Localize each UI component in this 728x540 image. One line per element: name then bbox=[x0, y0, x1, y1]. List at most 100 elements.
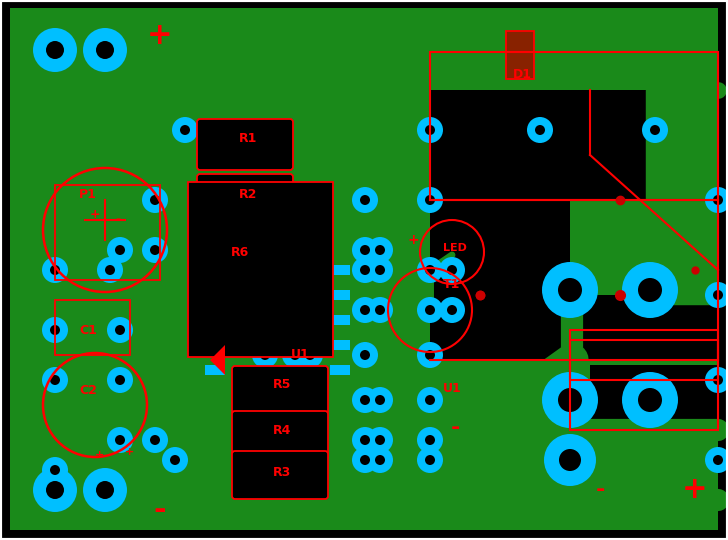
Circle shape bbox=[425, 195, 435, 205]
Circle shape bbox=[107, 237, 133, 263]
Circle shape bbox=[425, 125, 435, 135]
Circle shape bbox=[150, 435, 160, 445]
Circle shape bbox=[297, 342, 323, 368]
Circle shape bbox=[642, 117, 668, 143]
FancyBboxPatch shape bbox=[232, 411, 328, 459]
Bar bbox=[205, 340, 225, 350]
Text: -: - bbox=[116, 213, 121, 226]
Bar bbox=[330, 365, 350, 375]
Text: R6: R6 bbox=[231, 246, 249, 260]
Bar bbox=[430, 90, 718, 200]
Circle shape bbox=[360, 195, 370, 205]
Bar bbox=[570, 340, 718, 430]
Circle shape bbox=[50, 485, 60, 495]
Text: U1: U1 bbox=[290, 348, 309, 361]
Circle shape bbox=[290, 395, 300, 405]
FancyBboxPatch shape bbox=[192, 229, 298, 280]
Text: +: + bbox=[125, 447, 135, 457]
Circle shape bbox=[417, 297, 443, 323]
Circle shape bbox=[142, 187, 168, 213]
Circle shape bbox=[417, 447, 443, 473]
Polygon shape bbox=[210, 345, 225, 375]
Circle shape bbox=[282, 297, 308, 323]
Bar bbox=[330, 340, 350, 350]
Circle shape bbox=[425, 455, 435, 465]
Circle shape bbox=[83, 468, 127, 512]
Circle shape bbox=[252, 387, 278, 413]
Circle shape bbox=[297, 257, 323, 283]
Circle shape bbox=[46, 41, 64, 59]
Circle shape bbox=[260, 195, 270, 205]
Circle shape bbox=[375, 395, 385, 405]
Bar bbox=[330, 315, 350, 325]
Circle shape bbox=[360, 455, 370, 465]
Circle shape bbox=[367, 237, 393, 263]
Circle shape bbox=[375, 435, 385, 445]
Circle shape bbox=[92, 477, 118, 503]
Text: +: + bbox=[147, 21, 173, 50]
Circle shape bbox=[425, 265, 435, 275]
Circle shape bbox=[375, 455, 385, 465]
Circle shape bbox=[447, 305, 457, 315]
Text: R2: R2 bbox=[239, 188, 257, 201]
Text: T1: T1 bbox=[443, 279, 461, 292]
Circle shape bbox=[115, 435, 125, 445]
Text: R1: R1 bbox=[239, 132, 257, 145]
Circle shape bbox=[705, 282, 728, 308]
Circle shape bbox=[375, 265, 385, 275]
Circle shape bbox=[290, 265, 300, 275]
FancyBboxPatch shape bbox=[197, 119, 293, 170]
Bar bbox=[430, 52, 718, 200]
Circle shape bbox=[417, 117, 443, 143]
Circle shape bbox=[100, 485, 110, 495]
Bar bbox=[570, 295, 718, 530]
Circle shape bbox=[425, 395, 435, 405]
Text: +: + bbox=[407, 233, 419, 247]
Circle shape bbox=[705, 447, 728, 473]
Circle shape bbox=[705, 187, 728, 213]
Bar bbox=[330, 265, 350, 275]
Circle shape bbox=[170, 455, 180, 465]
Circle shape bbox=[290, 435, 300, 445]
Circle shape bbox=[559, 449, 581, 471]
Circle shape bbox=[96, 41, 114, 59]
Circle shape bbox=[360, 245, 370, 255]
Circle shape bbox=[713, 195, 723, 205]
Text: D1: D1 bbox=[513, 69, 531, 82]
Circle shape bbox=[252, 237, 278, 263]
Circle shape bbox=[544, 434, 596, 486]
Bar bbox=[205, 265, 225, 275]
Bar bbox=[570, 295, 680, 360]
Text: C1: C1 bbox=[79, 323, 97, 336]
Circle shape bbox=[260, 455, 270, 465]
Circle shape bbox=[207, 187, 233, 213]
Circle shape bbox=[260, 395, 270, 405]
Text: C2: C2 bbox=[79, 383, 97, 396]
Text: -: - bbox=[154, 496, 166, 524]
Circle shape bbox=[260, 435, 270, 445]
Circle shape bbox=[352, 257, 378, 283]
Circle shape bbox=[172, 117, 198, 143]
Circle shape bbox=[282, 237, 308, 263]
Circle shape bbox=[352, 187, 378, 213]
Circle shape bbox=[252, 427, 278, 453]
Circle shape bbox=[713, 290, 723, 300]
Circle shape bbox=[425, 305, 435, 315]
Circle shape bbox=[352, 447, 378, 473]
Circle shape bbox=[42, 477, 68, 503]
Circle shape bbox=[375, 245, 385, 255]
Circle shape bbox=[417, 387, 443, 413]
Circle shape bbox=[252, 187, 278, 213]
Circle shape bbox=[425, 350, 435, 360]
Circle shape bbox=[42, 457, 68, 483]
FancyBboxPatch shape bbox=[197, 174, 293, 225]
Circle shape bbox=[107, 427, 133, 453]
Text: -: - bbox=[596, 480, 605, 500]
Circle shape bbox=[42, 317, 68, 343]
Circle shape bbox=[713, 375, 723, 385]
Circle shape bbox=[252, 342, 278, 368]
Circle shape bbox=[107, 317, 133, 343]
Circle shape bbox=[252, 447, 278, 473]
Circle shape bbox=[290, 195, 300, 205]
Text: +: + bbox=[682, 476, 708, 504]
